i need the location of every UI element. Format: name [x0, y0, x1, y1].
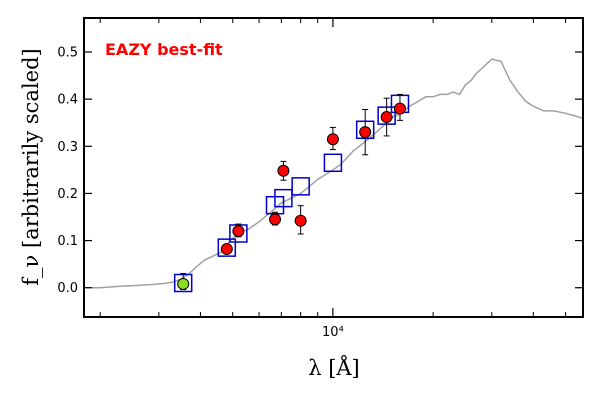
model-layer [173, 94, 410, 293]
template-sed-line [85, 58, 583, 289]
model-box-1 [217, 238, 237, 257]
data-point-5 [294, 214, 307, 227]
y-tick-label-2: 0.2 [57, 187, 78, 202]
y-tick-label-3: 0.3 [57, 140, 78, 155]
data-point-1 [220, 243, 233, 256]
data-point-3 [269, 213, 282, 226]
y-tick-label-0: 0.0 [57, 281, 78, 296]
y-tick-label-1: 0.1 [57, 234, 78, 249]
x-axis-label: λ [Å] [308, 355, 360, 380]
data-point-7 [359, 126, 372, 139]
data-point-0 [177, 277, 190, 290]
model-box-4 [274, 188, 293, 208]
data-point-9 [393, 102, 406, 115]
y-axis-label: f_ν [arbitrarily scaled] [19, 48, 43, 285]
y-tick-label-4: 0.4 [57, 93, 78, 108]
model-box-6 [323, 153, 343, 173]
data-point-4 [277, 164, 290, 177]
points-layer [177, 102, 406, 290]
data-point-6 [326, 133, 339, 146]
data-point-8 [380, 111, 393, 124]
model-box-5 [291, 177, 310, 196]
ticks-layer: 0.0 0.1 0.2 0.3 0.4 0.5 10⁴ [57, 19, 582, 340]
plot-frame [83, 17, 584, 318]
template-layer [85, 58, 583, 289]
legend-annotation: EAZY best-fit [105, 40, 223, 59]
x-tick-label-0: 10⁴ [322, 325, 344, 340]
y-tick-label-5: 0.5 [57, 46, 78, 61]
data-point-2 [232, 225, 245, 238]
